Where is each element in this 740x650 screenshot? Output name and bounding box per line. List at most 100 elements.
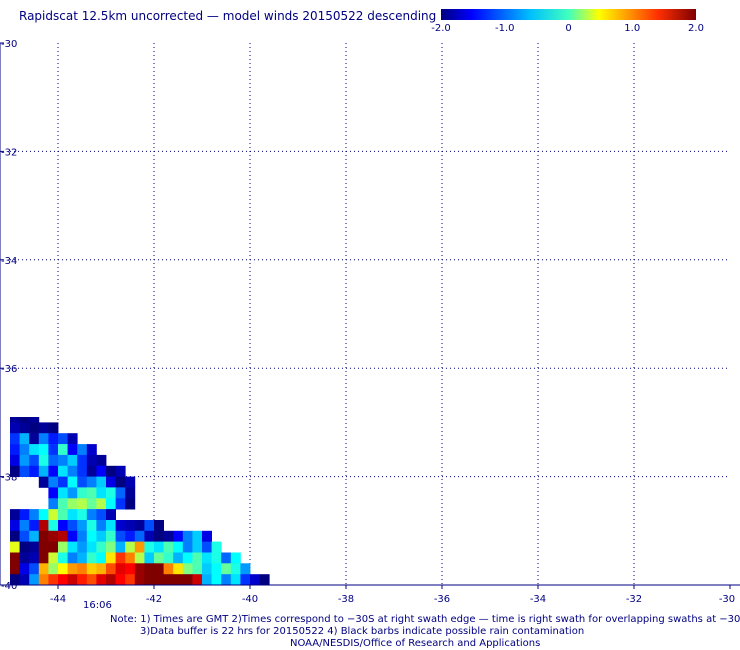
heatmap-cell bbox=[173, 563, 184, 575]
y-tick-label: -34 bbox=[1, 256, 17, 267]
heatmap-cell bbox=[106, 498, 116, 510]
x-tick-label: -38 bbox=[338, 594, 354, 605]
heatmap-cell bbox=[77, 541, 88, 553]
x-tick-label: -30 bbox=[719, 594, 735, 605]
heatmap-cell bbox=[77, 454, 88, 467]
heatmap-cell bbox=[115, 487, 126, 499]
heatmap-cell bbox=[96, 487, 107, 499]
y-tick-label: -36 bbox=[1, 364, 17, 375]
y-tick-label: -40 bbox=[1, 581, 17, 592]
heatmap-cell bbox=[125, 552, 136, 564]
heatmap-cell bbox=[77, 444, 88, 456]
heatmap-cell bbox=[221, 563, 232, 575]
heatmap-cell bbox=[86, 574, 97, 586]
heatmap-cell bbox=[115, 498, 126, 510]
heatmap-cell bbox=[77, 465, 88, 477]
heatmap-cell bbox=[182, 563, 193, 575]
heatmap-cell bbox=[58, 520, 68, 532]
heatmap-cell bbox=[134, 574, 145, 586]
colorbar-tick-label: -2.0 bbox=[431, 23, 451, 34]
heatmap-cell bbox=[38, 454, 49, 467]
heatmap-cell bbox=[48, 454, 59, 467]
heatmap-cell bbox=[67, 509, 78, 521]
heatmap-cell bbox=[86, 520, 97, 532]
heatmap-cell bbox=[48, 552, 59, 564]
heatmap-cell bbox=[10, 530, 20, 542]
heatmap-cell bbox=[19, 509, 30, 521]
heatmap-cell bbox=[125, 541, 136, 553]
heatmap-cell bbox=[115, 541, 126, 553]
heatmap-cell bbox=[77, 487, 88, 499]
heatmap-cell bbox=[173, 530, 184, 542]
heatmap-cell bbox=[38, 444, 49, 456]
heatmap-cell bbox=[144, 530, 155, 542]
heatmap-cell bbox=[48, 530, 59, 542]
heatmap-cell bbox=[96, 520, 107, 532]
heatmap-cell bbox=[77, 476, 88, 488]
time-label: 16:06 bbox=[83, 600, 112, 611]
heatmap-cell bbox=[10, 541, 20, 553]
heatmap-cell bbox=[67, 444, 78, 456]
heatmap-cell bbox=[115, 563, 126, 575]
heatmap-cell bbox=[163, 574, 174, 586]
heatmap-cell bbox=[96, 574, 107, 586]
heatmap-cell bbox=[240, 574, 251, 586]
heatmap-cell bbox=[125, 574, 136, 586]
heatmap-cell bbox=[19, 574, 30, 586]
heatmap-cell bbox=[77, 520, 88, 532]
heatmap-cell bbox=[38, 465, 49, 477]
heatmap-cell bbox=[106, 487, 116, 499]
heatmap-cell bbox=[115, 476, 126, 488]
heatmap-cell bbox=[96, 465, 107, 477]
heatmap-cell bbox=[48, 465, 59, 477]
heatmap-cell bbox=[115, 520, 126, 532]
heatmap-cell bbox=[10, 465, 20, 477]
heatmap-cell bbox=[58, 541, 68, 553]
heatmap-cell bbox=[144, 574, 155, 586]
colorbar-tick-label: 2.0 bbox=[688, 23, 704, 34]
heatmap-cell bbox=[86, 530, 97, 542]
heatmap-cell bbox=[192, 563, 203, 575]
y-tick-label: -32 bbox=[1, 147, 17, 158]
heatmap-cell bbox=[230, 574, 241, 586]
x-tick-label: -36 bbox=[434, 594, 450, 605]
heatmap-cell bbox=[19, 520, 30, 532]
heatmap-cell bbox=[67, 541, 78, 553]
heatmap-cell bbox=[38, 563, 49, 575]
heatmap-cell bbox=[134, 563, 145, 575]
heatmap-cell bbox=[48, 487, 59, 499]
heatmap-cell bbox=[48, 520, 59, 532]
heatmap-cell bbox=[29, 422, 40, 434]
heatmap-cell bbox=[144, 563, 155, 575]
heatmap-cell bbox=[96, 454, 107, 467]
heatmap-cell bbox=[106, 476, 116, 488]
note-line-2: 3)Data buffer is 22 hrs for 20150522 4) … bbox=[140, 626, 585, 637]
note-line-1: Note: 1) Times are GMT 2)Times correspon… bbox=[110, 614, 740, 625]
colorbar-tick-label: -1.0 bbox=[495, 23, 515, 34]
heatmap-cell bbox=[211, 541, 222, 553]
heatmap-cell bbox=[10, 444, 20, 456]
heatmap-cell bbox=[221, 574, 232, 586]
heatmap-cell bbox=[240, 563, 251, 575]
heatmap-cell bbox=[77, 509, 88, 521]
heatmap-cell bbox=[19, 422, 30, 434]
heatmap-cell bbox=[86, 487, 97, 499]
heatmap-cell bbox=[96, 530, 107, 542]
heatmap-cell bbox=[106, 552, 116, 564]
heatmap-cell bbox=[86, 465, 97, 477]
heatmap-cell bbox=[134, 552, 145, 564]
heatmap-cell bbox=[96, 476, 107, 488]
colorbar: -2.0 -1.0 0 1.0 2.0 bbox=[431, 9, 704, 34]
heatmap-cell bbox=[106, 520, 116, 532]
heatmap-cell bbox=[10, 454, 20, 467]
heatmap-cell bbox=[154, 574, 164, 586]
x-tick-label: -34 bbox=[530, 594, 546, 605]
heatmap-cell bbox=[202, 552, 212, 564]
heatmap-cell bbox=[67, 563, 78, 575]
heatmap-cell bbox=[163, 530, 174, 542]
heatmap-cell bbox=[144, 541, 155, 553]
heatmap-cell bbox=[86, 454, 97, 467]
heatmap-cell bbox=[106, 541, 116, 553]
x-tick-label: -40 bbox=[242, 594, 258, 605]
heatmap-cell bbox=[192, 574, 203, 586]
